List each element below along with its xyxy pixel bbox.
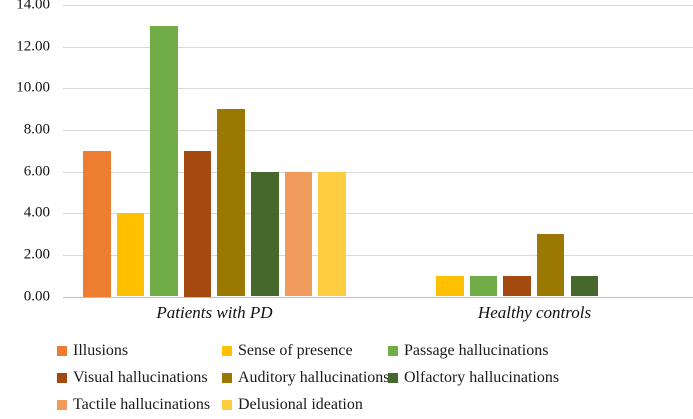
gridline	[63, 129, 693, 131]
y-axis-tick-label: 0.00	[23, 288, 50, 304]
legend-color-swatch-icon	[57, 399, 67, 410]
category-label-patients-with-pd: Patients with PD	[156, 303, 273, 322]
legend-color-swatch-icon	[57, 345, 67, 356]
gridline	[63, 171, 693, 173]
x-axis-line	[63, 296, 693, 298]
legend-item-delusional-ideation: Delusional ideation	[222, 393, 388, 416]
legend-color-swatch-icon	[222, 399, 232, 410]
gridline	[63, 46, 693, 48]
legend-label: Illusions	[73, 341, 129, 359]
bar-passage-hallucinations-healthy-controls	[469, 275, 498, 297]
y-axis-tick-label: 2.00	[23, 246, 50, 263]
legend-label: Delusional ideation	[238, 395, 363, 413]
bar-visual-hallucinations-patients-with-pd	[183, 150, 212, 297]
bar-delusional-ideation-patients-with-pd	[318, 171, 346, 297]
legend-label: Olfactory hallucinations	[404, 368, 560, 386]
y-axis-tick-label: 8.00	[23, 121, 50, 138]
legend-item-auditory-hallucinations: Auditory hallucinations	[222, 366, 390, 389]
legend-item-visual-hallucinations: Visual hallucinations	[57, 366, 222, 389]
bar-auditory-hallucinations-healthy-controls	[536, 234, 565, 297]
y-axis-tick-label: 12.00	[16, 38, 50, 55]
legend-item-olfactory-hallucinations: Olfactory hallucinations	[388, 366, 689, 389]
legend-color-swatch-icon	[222, 345, 232, 356]
legend-item-tactile-hallucinations: Tactile hallucinations	[57, 393, 222, 416]
legend-label: Tactile hallucinations	[73, 395, 211, 413]
legend-color-swatch-icon	[222, 372, 232, 383]
legend-item-passage-hallucinations: Passage hallucinations	[388, 339, 689, 362]
legend-color-swatch-icon	[388, 372, 398, 383]
legend-label: Auditory hallucinations	[238, 368, 390, 386]
gridline	[63, 88, 693, 90]
bar-sense-of-presence-healthy-controls	[436, 275, 464, 297]
legend-label: Passage hallucinations	[404, 341, 549, 359]
legend-label: Sense of presence	[238, 341, 353, 359]
y-axis-tick-label: 6.00	[23, 163, 50, 180]
gridline	[63, 213, 693, 215]
legend-color-swatch-icon	[388, 345, 398, 356]
bar-passage-hallucinations-patients-with-pd	[150, 25, 178, 297]
legend-label: Visual hallucinations	[73, 368, 208, 386]
bar-auditory-hallucinations-patients-with-pd	[217, 109, 245, 297]
bar-visual-hallucinations-healthy-controls	[503, 275, 531, 297]
category-label-healthy-controls: Healthy controls	[477, 303, 592, 322]
gridline	[63, 5, 693, 6]
bar-tactile-hallucinations-patients-with-pd	[284, 171, 313, 297]
y-axis-tick-label: 4.00	[23, 204, 50, 221]
y-axis-tick-label: 14.00	[16, 0, 50, 13]
chart-legend: Illusions Sense of presence Passage halluc…	[57, 339, 689, 416]
bar-olfactory-hallucinations-patients-with-pd	[251, 171, 279, 297]
y-axis-tick-label: 10.00	[16, 79, 50, 96]
bar-olfactory-hallucinations-healthy-controls	[570, 275, 598, 297]
legend-color-swatch-icon	[57, 372, 67, 383]
bar-sense-of-presence-patients-with-pd	[116, 213, 145, 297]
gridline	[63, 254, 693, 256]
legend-item-illusions: Illusions	[57, 339, 222, 362]
legend-item-sense-of-presence: Sense of presence	[222, 339, 388, 362]
bar-illusions-patients-with-pd	[83, 150, 111, 297]
